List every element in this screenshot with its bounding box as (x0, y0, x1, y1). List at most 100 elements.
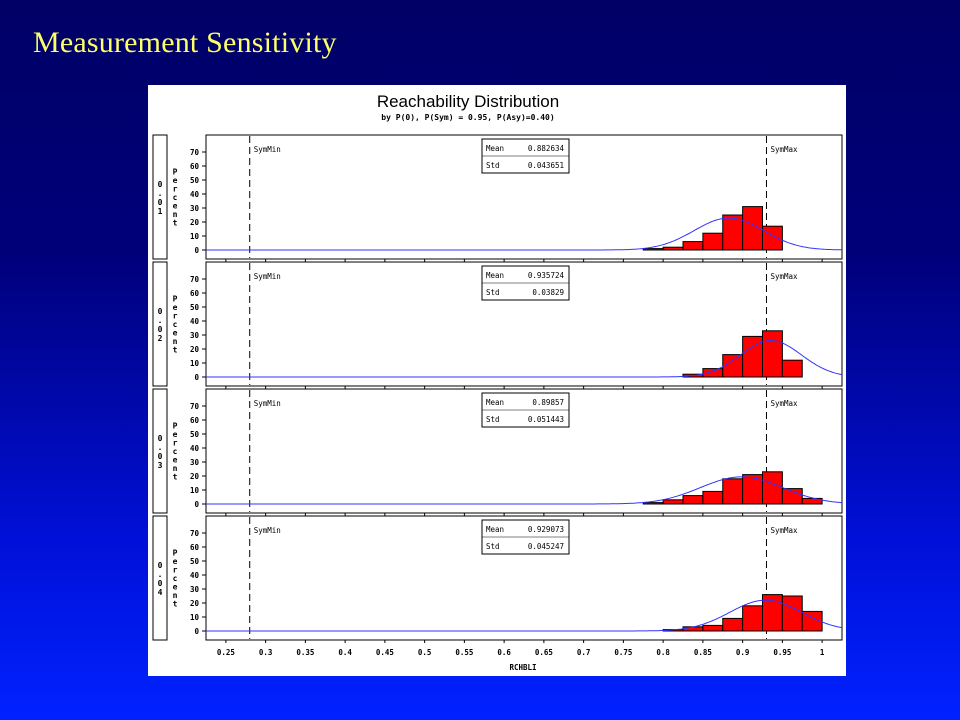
histogram-bar (682, 241, 704, 251)
y-axis-label-char: e (173, 582, 178, 591)
panel-frame (205, 134, 843, 260)
y-tick-label: 30 (190, 204, 200, 213)
group-label-char: 0 (158, 434, 163, 443)
y-axis-label-char: e (173, 176, 178, 185)
y-tick-label: 10 (190, 613, 200, 622)
histogram-bar (662, 499, 684, 505)
y-axis-label-char: e (173, 328, 178, 337)
x-tick-label: 0.9 (736, 648, 750, 657)
x-tick-label: 0.65 (535, 648, 553, 657)
y-axis-label-char: r (173, 438, 178, 447)
group-label-char: 0 (158, 579, 163, 588)
histogram-bar (642, 502, 664, 505)
y-axis-label-char: P (173, 421, 178, 430)
normal-curve (206, 339, 843, 378)
std-value: 0.051443 (528, 415, 564, 424)
group-label-char: 4 (158, 588, 163, 597)
group-label-char: . (158, 443, 163, 452)
histogram-bar (722, 478, 744, 505)
group-label-box (152, 261, 168, 387)
y-tick-label: 50 (190, 303, 200, 312)
y-tick-label: 40 (190, 571, 200, 580)
std-label: Std (486, 288, 500, 297)
x-tick-label: 0.35 (296, 648, 314, 657)
y-tick-label: 20 (190, 472, 200, 481)
std-value: 0.045247 (528, 542, 564, 551)
group-label-char: 2 (158, 334, 163, 343)
x-tick-label: 0.45 (376, 648, 394, 657)
reference-label-symmin: SymMin (254, 272, 281, 281)
y-axis-label-char: P (173, 294, 178, 303)
group-label-char: 0 (158, 198, 163, 207)
x-tick-label: 0.5 (418, 648, 432, 657)
histogram-bar (702, 624, 724, 632)
x-tick-label: 0.75 (614, 648, 632, 657)
x-tick-label: 0.6 (497, 648, 511, 657)
group-label-box (152, 388, 168, 514)
group-label-box (152, 134, 168, 260)
y-tick-label: 20 (190, 599, 200, 608)
y-axis-label-char: n (173, 337, 178, 346)
reference-label-symmin: SymMin (254, 399, 281, 408)
y-tick-label: 70 (190, 148, 200, 157)
y-tick-label: 60 (190, 416, 200, 425)
y-tick-label: 30 (190, 331, 200, 340)
group-label-char: . (158, 570, 163, 579)
y-axis-label-char: P (173, 548, 178, 557)
slide-title: Measurement Sensitivity (33, 26, 337, 59)
histogram-bar (781, 595, 803, 632)
group-label-char: 0 (158, 307, 163, 316)
histogram-chart: Reachability Distribution by P(0), P(Sym… (152, 92, 843, 672)
y-axis-label-char: r (173, 565, 178, 574)
y-tick-label: 10 (190, 359, 200, 368)
y-tick-label: 60 (190, 289, 200, 298)
y-axis-label-char: c (173, 574, 178, 583)
normal-curve (206, 599, 843, 632)
normal-curve (206, 217, 842, 251)
y-tick-label: 60 (190, 543, 200, 552)
panel-frame (205, 515, 843, 641)
group-label-char: . (158, 189, 163, 198)
mean-value: 0.89857 (532, 398, 564, 407)
group-label-char: 3 (158, 461, 163, 470)
y-axis-label-char: e (173, 201, 178, 210)
y-axis-label-char: n (173, 591, 178, 600)
y-axis-label-char: e (173, 557, 178, 566)
mean-label: Mean (486, 525, 504, 534)
reference-label-symmin: SymMin (254, 526, 281, 535)
y-axis-label-char: t (173, 218, 178, 227)
normal-curve (206, 476, 843, 505)
group-label-char: 0 (158, 452, 163, 461)
reference-label-symmin: SymMin (254, 145, 281, 154)
mean-label: Mean (486, 144, 504, 153)
histogram-bar (781, 359, 803, 378)
y-tick-label: 30 (190, 458, 200, 467)
histogram-bar (702, 490, 724, 505)
reference-label-symmax: SymMax (770, 145, 798, 154)
panel-frame (205, 261, 843, 387)
mean-value: 0.929073 (528, 525, 564, 534)
histogram-bar (722, 354, 744, 378)
std-value: 0.043651 (528, 161, 564, 170)
x-tick-label: 1 (820, 648, 825, 657)
group-label-char: 0 (158, 561, 163, 570)
group-label-char: 1 (158, 207, 163, 216)
histogram-bar (762, 330, 783, 378)
std-value: 0.03829 (532, 288, 564, 297)
std-label: Std (486, 415, 500, 424)
x-tick-label: 0.25 (217, 648, 235, 657)
histogram-bar (682, 495, 704, 505)
y-tick-label: 50 (190, 176, 200, 185)
y-tick-label: 20 (190, 345, 200, 354)
group-label-char: . (158, 316, 163, 325)
x-tick-label: 0.55 (455, 648, 473, 657)
x-axis: 0.25 0.3 0.35 0.4 0.45 0.5 0.55 0.6 0.65 0.7 0.75 0… (217, 648, 825, 657)
y-tick-label: 0 (194, 500, 199, 509)
group-label-char: 0 (158, 180, 163, 189)
y-tick-label: 0 (194, 373, 199, 382)
reference-label-symmax: SymMax (770, 526, 798, 535)
